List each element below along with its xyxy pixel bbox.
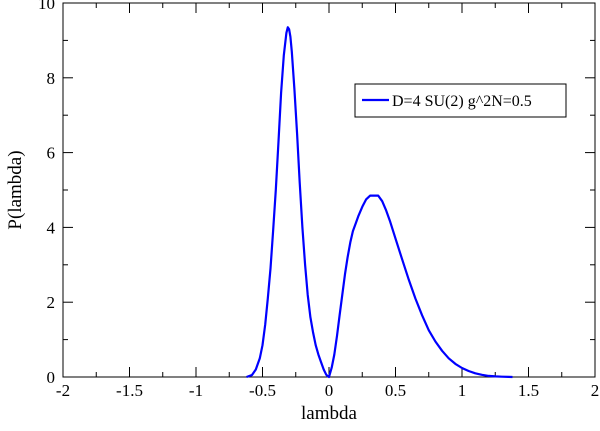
y-tick-label: 0: [47, 368, 56, 387]
y-tick-label: 8: [47, 69, 56, 88]
y-tick-label: 2: [47, 293, 56, 312]
x-tick-label: 1: [458, 381, 467, 400]
x-tick-label: 1.5: [518, 381, 539, 400]
y-tick-label: 4: [47, 218, 56, 237]
y-axis-title: P(lambda): [5, 150, 26, 229]
x-tick-label: -1.5: [116, 381, 143, 400]
x-tick-label: -0.5: [249, 381, 276, 400]
legend: D=4 SU(2) g^2N=0.5: [354, 83, 567, 118]
legend-box: [354, 83, 567, 118]
x-tick-label: 0.5: [385, 381, 406, 400]
x-tick-labels: -2 -1.5 -1 -0.5 0 0.5 1 1.5 2: [56, 381, 599, 400]
y-tick-label: 10: [38, 0, 55, 13]
y-tick-label: 6: [47, 144, 56, 163]
plot-frame: [62, 2, 596, 378]
x-axis-title: lambda: [301, 403, 357, 424]
x-tick-label: 0: [325, 381, 334, 400]
legend-label: D=4 SU(2) g^2N=0.5: [392, 93, 532, 110]
series-line: [246, 26, 513, 379]
ticks: [62, 2, 596, 378]
y-tick-labels: 0 2 4 6 8 10: [38, 0, 56, 387]
x-tick-label: -2: [56, 381, 70, 400]
x-tick-label: 2: [591, 381, 600, 400]
x-tick-label: -1: [189, 381, 203, 400]
